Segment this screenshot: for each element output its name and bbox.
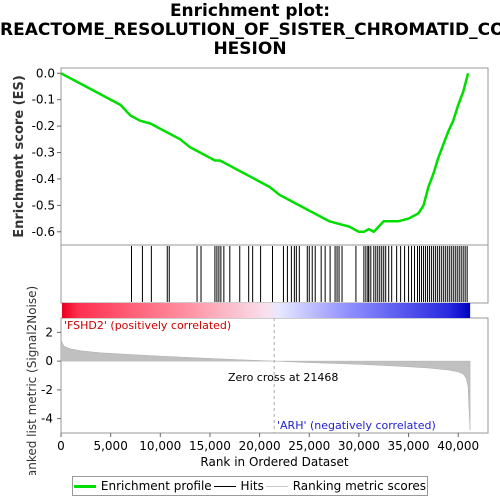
legend-swatch-ranking: [265, 485, 288, 487]
es-ytick-label: -0.6: [32, 225, 55, 239]
metric-ytick-label: 0: [45, 354, 53, 368]
es-ytick-label: -0.1: [32, 93, 55, 107]
es-ytick-label: -0.3: [32, 146, 55, 160]
legend-swatch-enrichment: [73, 484, 96, 488]
legend-label-ranking: Ranking metric scores: [292, 479, 427, 493]
metric-ytick-label: 2: [45, 325, 53, 339]
chart-title-line-2: REACTOME_RESOLUTION_OF_SISTER_CHROMATID_…: [0, 20, 500, 40]
chart-title: Enrichment plot: REACTOME_RESOLUTION_OF_…: [0, 2, 500, 59]
chart-title-line-1: Enrichment plot:: [169, 1, 331, 21]
legend-swatch-hits: [213, 485, 236, 487]
metric-ytick-label: -4: [41, 412, 53, 426]
xtick-label: 0: [57, 439, 65, 453]
legend: Enrichment profile Hits Ranking metric s…: [72, 476, 428, 496]
xtick-label: 20,000: [239, 439, 281, 453]
legend-item-hits: Hits: [213, 479, 264, 493]
xtick-label: 35,000: [388, 439, 430, 453]
xlabel: Rank in Ordered Dataset: [200, 455, 348, 469]
es-ytick-label: -0.5: [32, 198, 55, 212]
es-panel-frame: [60, 67, 489, 246]
ranking-color-bar: [62, 303, 471, 318]
legend-label-hits: Hits: [240, 479, 264, 493]
metric-panel-frame: [60, 317, 489, 434]
xtick-label: 25,000: [288, 439, 330, 453]
xtick-label: 10,000: [139, 439, 181, 453]
xtick-label: 40,000: [437, 439, 479, 453]
hits-panel-frame: [60, 244, 489, 304]
es-ytick-label: -0.4: [32, 172, 55, 186]
legend-item-ranking: Ranking metric scores: [265, 479, 427, 493]
xtick-label: 15,000: [189, 439, 231, 453]
legend-label-enrichment: Enrichment profile: [100, 479, 212, 493]
enrichment-plot: 0.0 -0.1 -0.2 -0.3 -0.4 -0.5 -0.6 Enrichment sc…: [12, 66, 489, 475]
legend-item-enrichment: Enrichment profile: [73, 479, 212, 493]
enrichment-profile-line: [60, 72, 470, 234]
es-ytick-label: 0.0: [36, 66, 55, 80]
es-ylabel: Enrichment score (ES): [12, 75, 27, 238]
chart-title-line-3: HESION: [213, 39, 287, 59]
positive-correlation-label: 'FSHD2' (positively correlated): [64, 319, 231, 332]
negative-correlation-label: 'ARH' (negatively correlated): [277, 419, 436, 432]
metric-ytick-label: -2: [41, 383, 53, 397]
xtick-label: 30,000: [338, 439, 380, 453]
xtick-label: 5,000: [93, 439, 127, 453]
ranking-metric-area: [60, 338, 471, 431]
zero-cross-label: Zero cross at 21468: [228, 371, 338, 384]
metric-ylabel: Ranked list metric (Signal2Noise): [25, 286, 39, 475]
es-ytick-label: -0.2: [32, 119, 55, 133]
